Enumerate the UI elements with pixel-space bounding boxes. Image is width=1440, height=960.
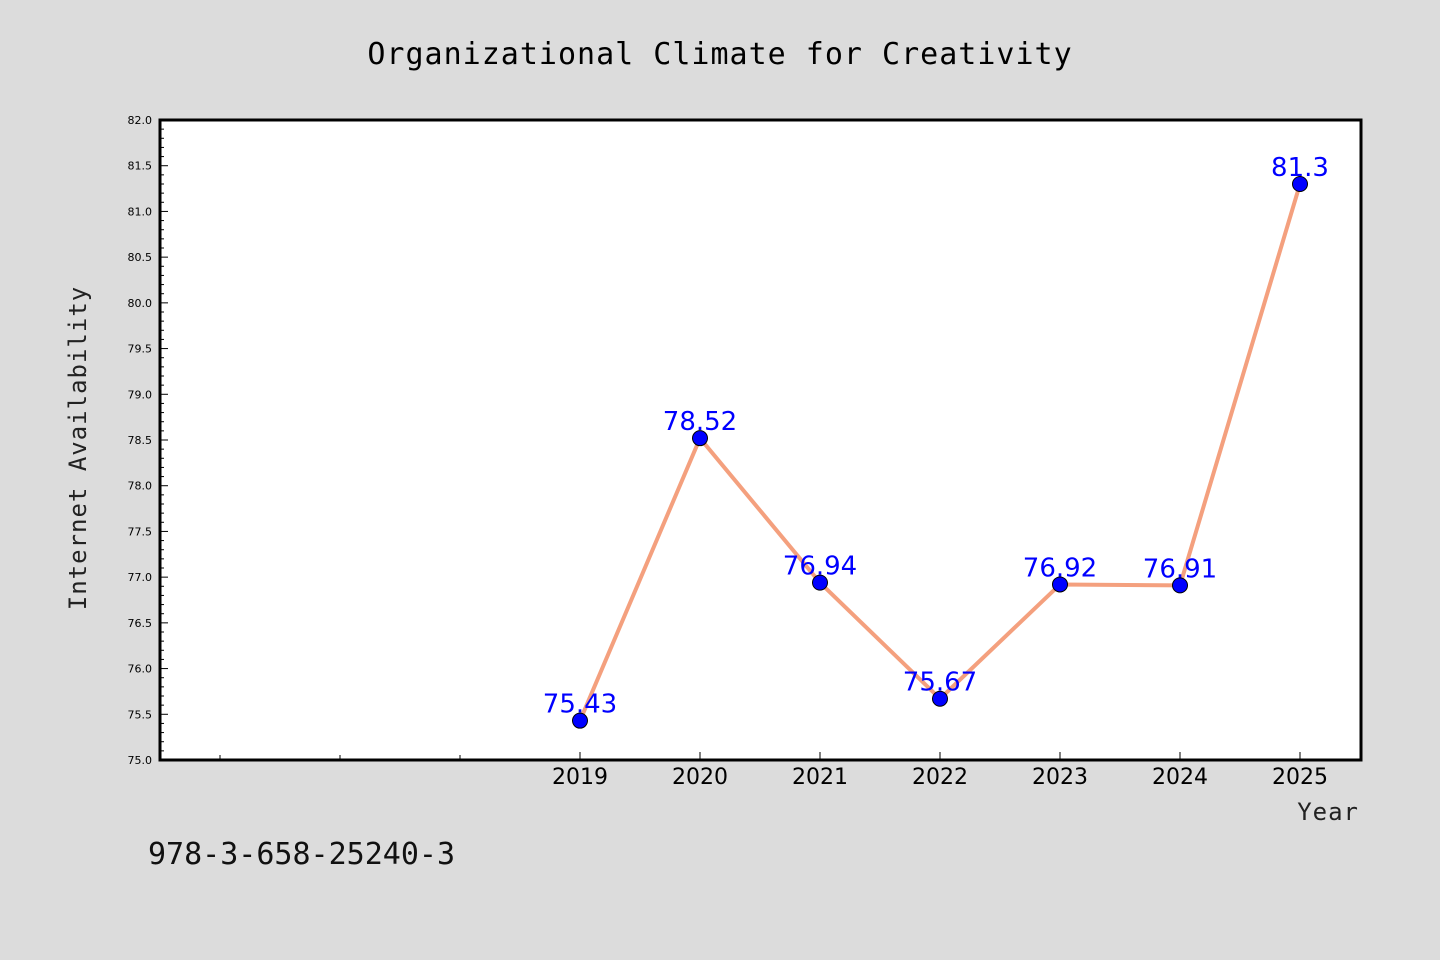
y-tick-label: 77.0 [128, 571, 153, 584]
y-tick-label: 79.5 [128, 343, 153, 356]
y-tick-label: 76.5 [128, 617, 153, 630]
x-tick-label: 2021 [792, 765, 848, 790]
data-point [1172, 577, 1188, 594]
data-label: 76.92 [1023, 553, 1097, 583]
y-tick-label: 81.0 [128, 205, 153, 218]
x-tick-label: 2019 [552, 765, 608, 790]
y-tick-label: 78.5 [128, 434, 153, 447]
data-point [932, 690, 948, 707]
x-tick-label: 2023 [1032, 765, 1088, 790]
data-label: 75.43 [543, 690, 617, 720]
data-point [692, 430, 708, 447]
data-label: 76.94 [783, 552, 857, 582]
x-axis-label: Year [1297, 798, 1359, 826]
y-tick-label: 81.5 [128, 160, 153, 173]
x-tick-label: 2025 [1272, 765, 1328, 790]
isbn-text: 978-3-658-25240-3 [148, 837, 455, 872]
y-tick-label: 75.5 [128, 708, 153, 721]
y-axis-label: Internet Availability [64, 286, 92, 610]
data-point [1052, 576, 1068, 593]
y-tick-label: 78.0 [128, 480, 153, 493]
data-point [572, 712, 588, 729]
data-label: 75.67 [903, 668, 977, 698]
y-axis: 75.0 75.5 76.0 76.5 77.0 77.5 78.0 78.5 79.0 79.5… [128, 114, 168, 767]
data-label: 76.91 [1143, 554, 1217, 584]
data-label: 81.3 [1271, 153, 1329, 183]
plot-area [158, 118, 1363, 762]
x-tick-label: 2020 [672, 765, 728, 790]
y-tick-label: 76.0 [128, 663, 153, 676]
data-label: 78.52 [663, 407, 737, 437]
x-tick-label: 2024 [1152, 765, 1208, 790]
x-tick-label: 2022 [912, 765, 968, 790]
y-tick-label: 79.0 [128, 388, 153, 401]
y-tick-label: 80.5 [128, 251, 153, 264]
y-tick-label: 75.0 [128, 754, 153, 767]
y-tick-label: 82.0 [128, 114, 153, 127]
series-layer: 75.43 78.52 76.94 75.67 76.92 76.91 81.3 [543, 153, 1329, 729]
x-axis: 2019 2020 2021 2022 2023 2024 2025 [219, 752, 1328, 790]
y-tick-label: 77.5 [128, 525, 153, 538]
data-point [812, 574, 828, 591]
chart-title: Organizational Climate for Creativity [367, 37, 1072, 72]
data-point [1292, 176, 1308, 192]
y-tick-label: 80.0 [128, 297, 153, 310]
